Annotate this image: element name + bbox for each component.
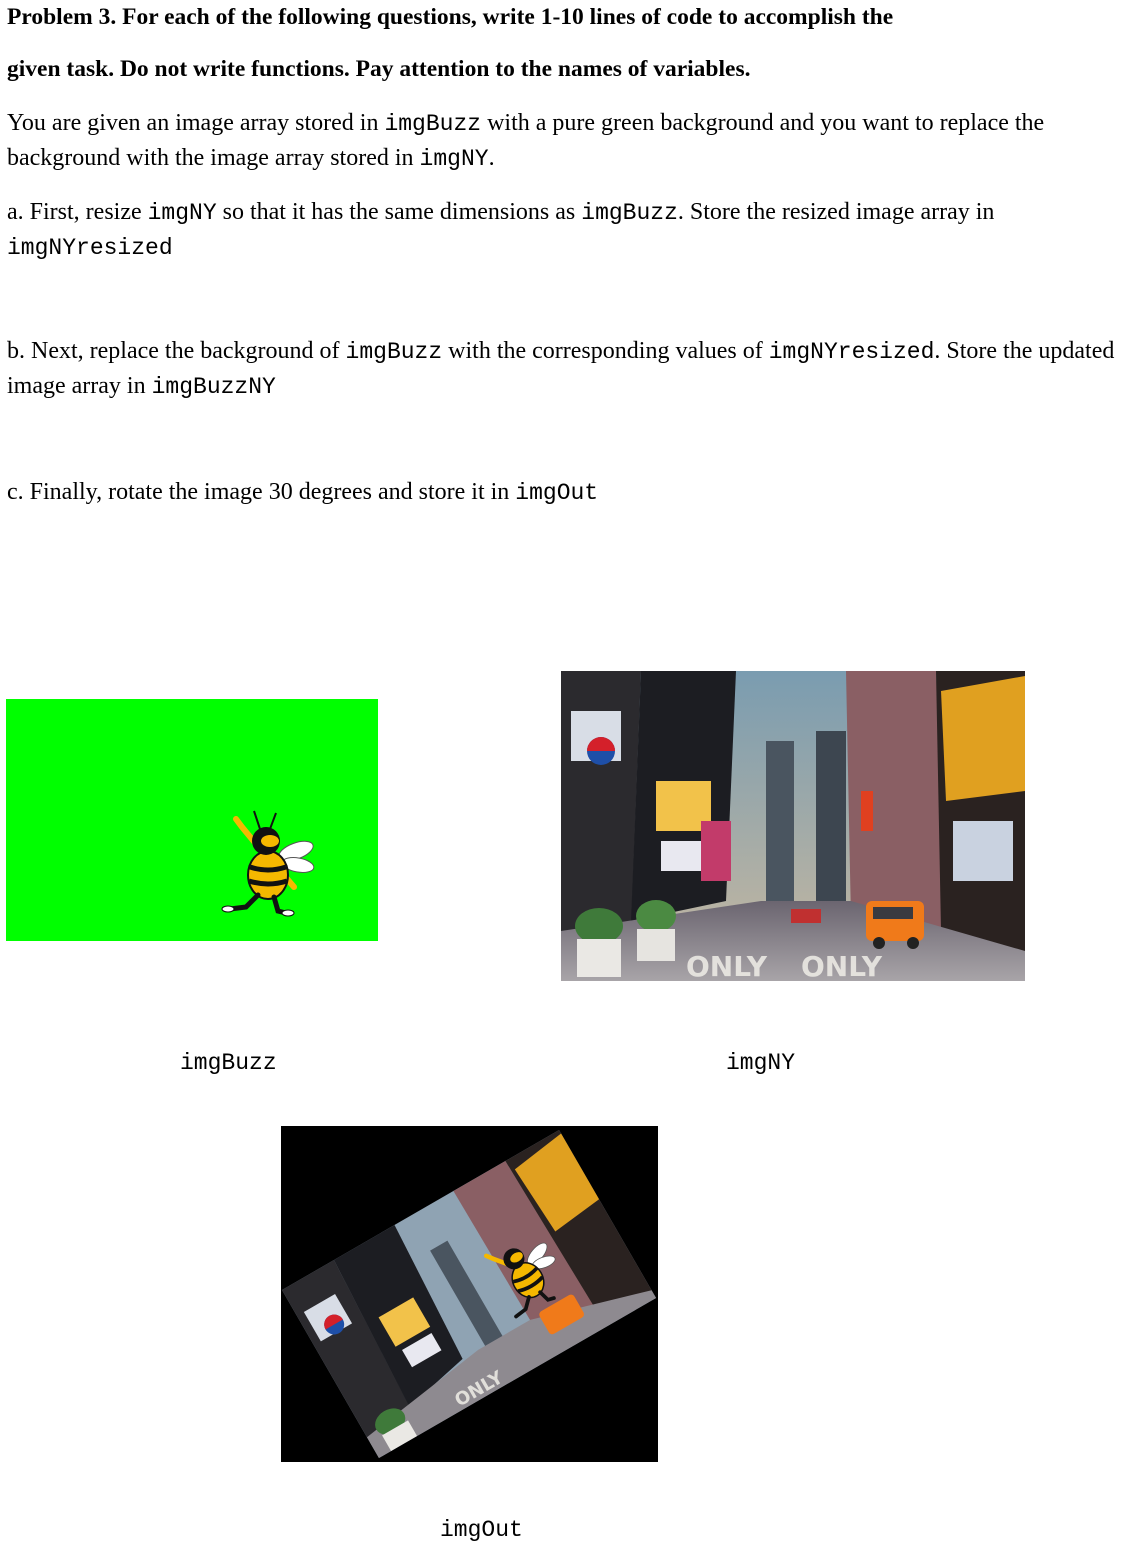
var-imgBuzz: imgBuzz: [581, 200, 678, 226]
problem-title-line1: Problem 3. For each of the following que…: [7, 4, 894, 30]
intro-text-2: with a pure green background and you wan…: [7, 110, 1045, 171]
bee-mascot: [221, 810, 315, 917]
var-imgBuzz: imgBuzz: [384, 111, 482, 137]
var-imgBuzz: imgBuzz: [345, 339, 443, 365]
imgOut-caption: imgOut: [440, 1517, 523, 1543]
part-a-text-3: . Store the resized image array in: [677, 199, 995, 225]
problem-title-line2: given task. Do not write functions. Pay …: [7, 56, 751, 82]
var-imgNY: imgNY: [419, 146, 489, 172]
var-imgBuzzNY: imgBuzzNY: [151, 374, 276, 400]
var-imgOut: imgOut: [515, 480, 599, 506]
rotated-composite: ONLY: [281, 1129, 657, 1459]
part-a-text-2: so that it has the same dimensions as: [216, 199, 582, 225]
imgNY-caption: imgNY: [726, 1050, 796, 1076]
intro-text-3: .: [488, 145, 495, 171]
part-a-text-1: a. First, resize: [7, 199, 148, 225]
imgBuzz-figure: [6, 699, 378, 941]
part-c-text-1: c. Finally, rotate the image 30 degrees …: [7, 479, 516, 505]
part-b: b. Next, replace the background of imgBu…: [7, 334, 1127, 404]
var-imgNYresized: imgNYresized: [768, 339, 935, 365]
imgBuzz-caption: imgBuzz: [180, 1050, 277, 1076]
intro-paragraph: You are given an image array stored in i…: [7, 106, 1127, 176]
imgNY-figure: ONLY ONLY: [561, 671, 1025, 981]
var-imgNY: imgNY: [147, 200, 217, 226]
imgOut-figure: ONLY: [281, 1126, 658, 1462]
var-imgNYresized: imgNYresized: [7, 235, 173, 261]
part-b-text-2: with the corresponding values of: [442, 338, 769, 364]
green-background: [6, 699, 378, 941]
svg-text:ONLY: ONLY: [686, 950, 768, 981]
svg-text:ONLY: ONLY: [801, 950, 883, 981]
part-c: c. Finally, rotate the image 30 degrees …: [7, 475, 1127, 510]
part-b-text-1: b. Next, replace the background of: [7, 338, 346, 364]
part-b-text-3: . Store the updated image array in: [7, 338, 1115, 399]
part-a: a. First, resize imgNY so that it has th…: [7, 195, 1127, 265]
intro-text-1: You are given an image array stored in: [7, 110, 385, 136]
